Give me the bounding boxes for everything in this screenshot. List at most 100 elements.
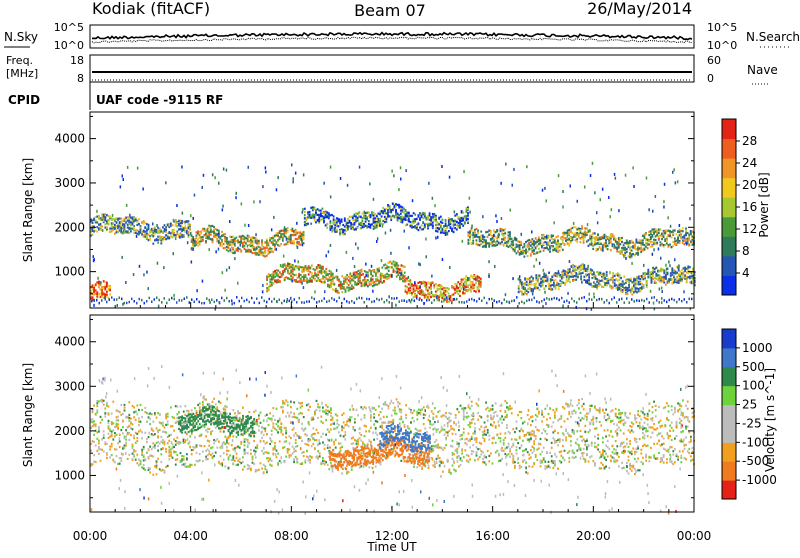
data-pixel — [640, 247, 642, 249]
data-pixel — [152, 243, 154, 245]
data-pixel — [391, 263, 393, 265]
data-pixel — [405, 210, 407, 212]
data-pixel — [386, 299, 388, 302]
data-pixel — [508, 231, 510, 233]
data-pixel — [610, 233, 612, 235]
data-pixel — [342, 224, 344, 226]
data-pixel — [258, 240, 260, 242]
data-pixel — [346, 278, 348, 280]
data-pixel — [269, 274, 271, 276]
data-pixel — [364, 280, 366, 282]
data-pixel — [577, 200, 579, 203]
data-pixel — [413, 288, 415, 290]
data-pixel — [309, 267, 311, 269]
data-pixel — [406, 219, 408, 221]
data-pixel — [374, 213, 376, 215]
data-pixel — [525, 241, 527, 243]
data-pixel — [290, 238, 292, 240]
data-pixel — [670, 225, 672, 228]
data-pixel — [438, 217, 440, 219]
data-pixel — [472, 287, 474, 289]
data-pixel — [646, 273, 648, 275]
data-pixel — [371, 265, 373, 268]
data-pixel — [605, 239, 607, 241]
data-pixel — [174, 298, 176, 301]
data-pixel — [393, 268, 395, 270]
data-pixel — [128, 232, 130, 234]
data-pixel — [508, 246, 510, 248]
data-pixel — [624, 247, 626, 249]
data-pixel — [224, 299, 226, 302]
data-pixel — [218, 233, 220, 236]
data-pixel — [462, 240, 464, 243]
data-pixel — [151, 231, 153, 233]
data-pixel — [186, 228, 188, 230]
data-pixel — [318, 214, 320, 216]
data-pixel — [532, 243, 534, 245]
data-pixel — [557, 248, 559, 250]
data-pixel — [603, 286, 605, 288]
data-pixel — [404, 266, 406, 268]
data-pixel — [501, 238, 503, 240]
data-pixel — [596, 284, 598, 286]
data-pixel — [245, 237, 247, 239]
data-pixel — [314, 290, 316, 293]
data-pixel — [636, 248, 638, 250]
data-pixel — [124, 223, 126, 225]
data-pixel — [245, 249, 247, 251]
data-pixel — [634, 244, 636, 246]
data-pixel — [437, 289, 439, 291]
data-pixel — [303, 173, 305, 176]
data-pixel — [443, 230, 445, 232]
data-pixel — [184, 230, 186, 232]
data-pixel — [354, 302, 356, 305]
data-pixel — [328, 212, 330, 214]
data-pixel — [94, 258, 96, 261]
data-pixel — [397, 268, 399, 270]
data-pixel — [527, 255, 529, 257]
data-pixel — [361, 285, 363, 287]
data-pixel — [109, 231, 111, 233]
data-pixel — [389, 205, 391, 207]
data-pixel — [318, 220, 320, 222]
data-pixel — [348, 287, 350, 289]
data-pixel — [209, 299, 211, 302]
data-pixel — [437, 285, 439, 287]
data-pixel — [101, 299, 103, 302]
data-pixel — [221, 239, 223, 241]
data-pixel — [479, 298, 481, 301]
data-pixel — [568, 238, 570, 240]
data-pixel — [406, 300, 408, 303]
data-pixel — [644, 233, 646, 235]
data-pixel — [473, 290, 475, 292]
data-pixel — [280, 236, 282, 238]
data-pixel — [453, 231, 455, 233]
data-pixel — [106, 227, 108, 229]
data-pixel — [567, 269, 569, 271]
data-pixel — [468, 243, 470, 245]
data-pixel — [325, 278, 327, 280]
data-pixel — [629, 240, 631, 242]
data-pixel — [575, 279, 577, 281]
data-pixel — [137, 167, 139, 170]
data-pixel — [495, 231, 497, 233]
data-pixel — [641, 288, 643, 290]
data-pixel — [352, 225, 354, 227]
data-pixel — [633, 284, 635, 286]
data-pixel — [284, 268, 286, 270]
data-pixel — [382, 220, 384, 222]
data-pixel — [403, 211, 405, 213]
data-pixel — [133, 217, 135, 219]
data-pixel — [262, 290, 264, 293]
data-pixel — [248, 224, 250, 227]
data-pixel — [564, 232, 566, 234]
data-pixel — [598, 283, 600, 285]
data-pixel — [274, 248, 276, 250]
data-pixel — [691, 281, 693, 283]
data-pixel — [364, 282, 366, 284]
data-pixel — [309, 300, 311, 303]
data-pixel — [661, 287, 663, 290]
data-pixel — [559, 280, 561, 282]
data-pixel — [362, 223, 364, 225]
data-pixel — [469, 211, 471, 214]
